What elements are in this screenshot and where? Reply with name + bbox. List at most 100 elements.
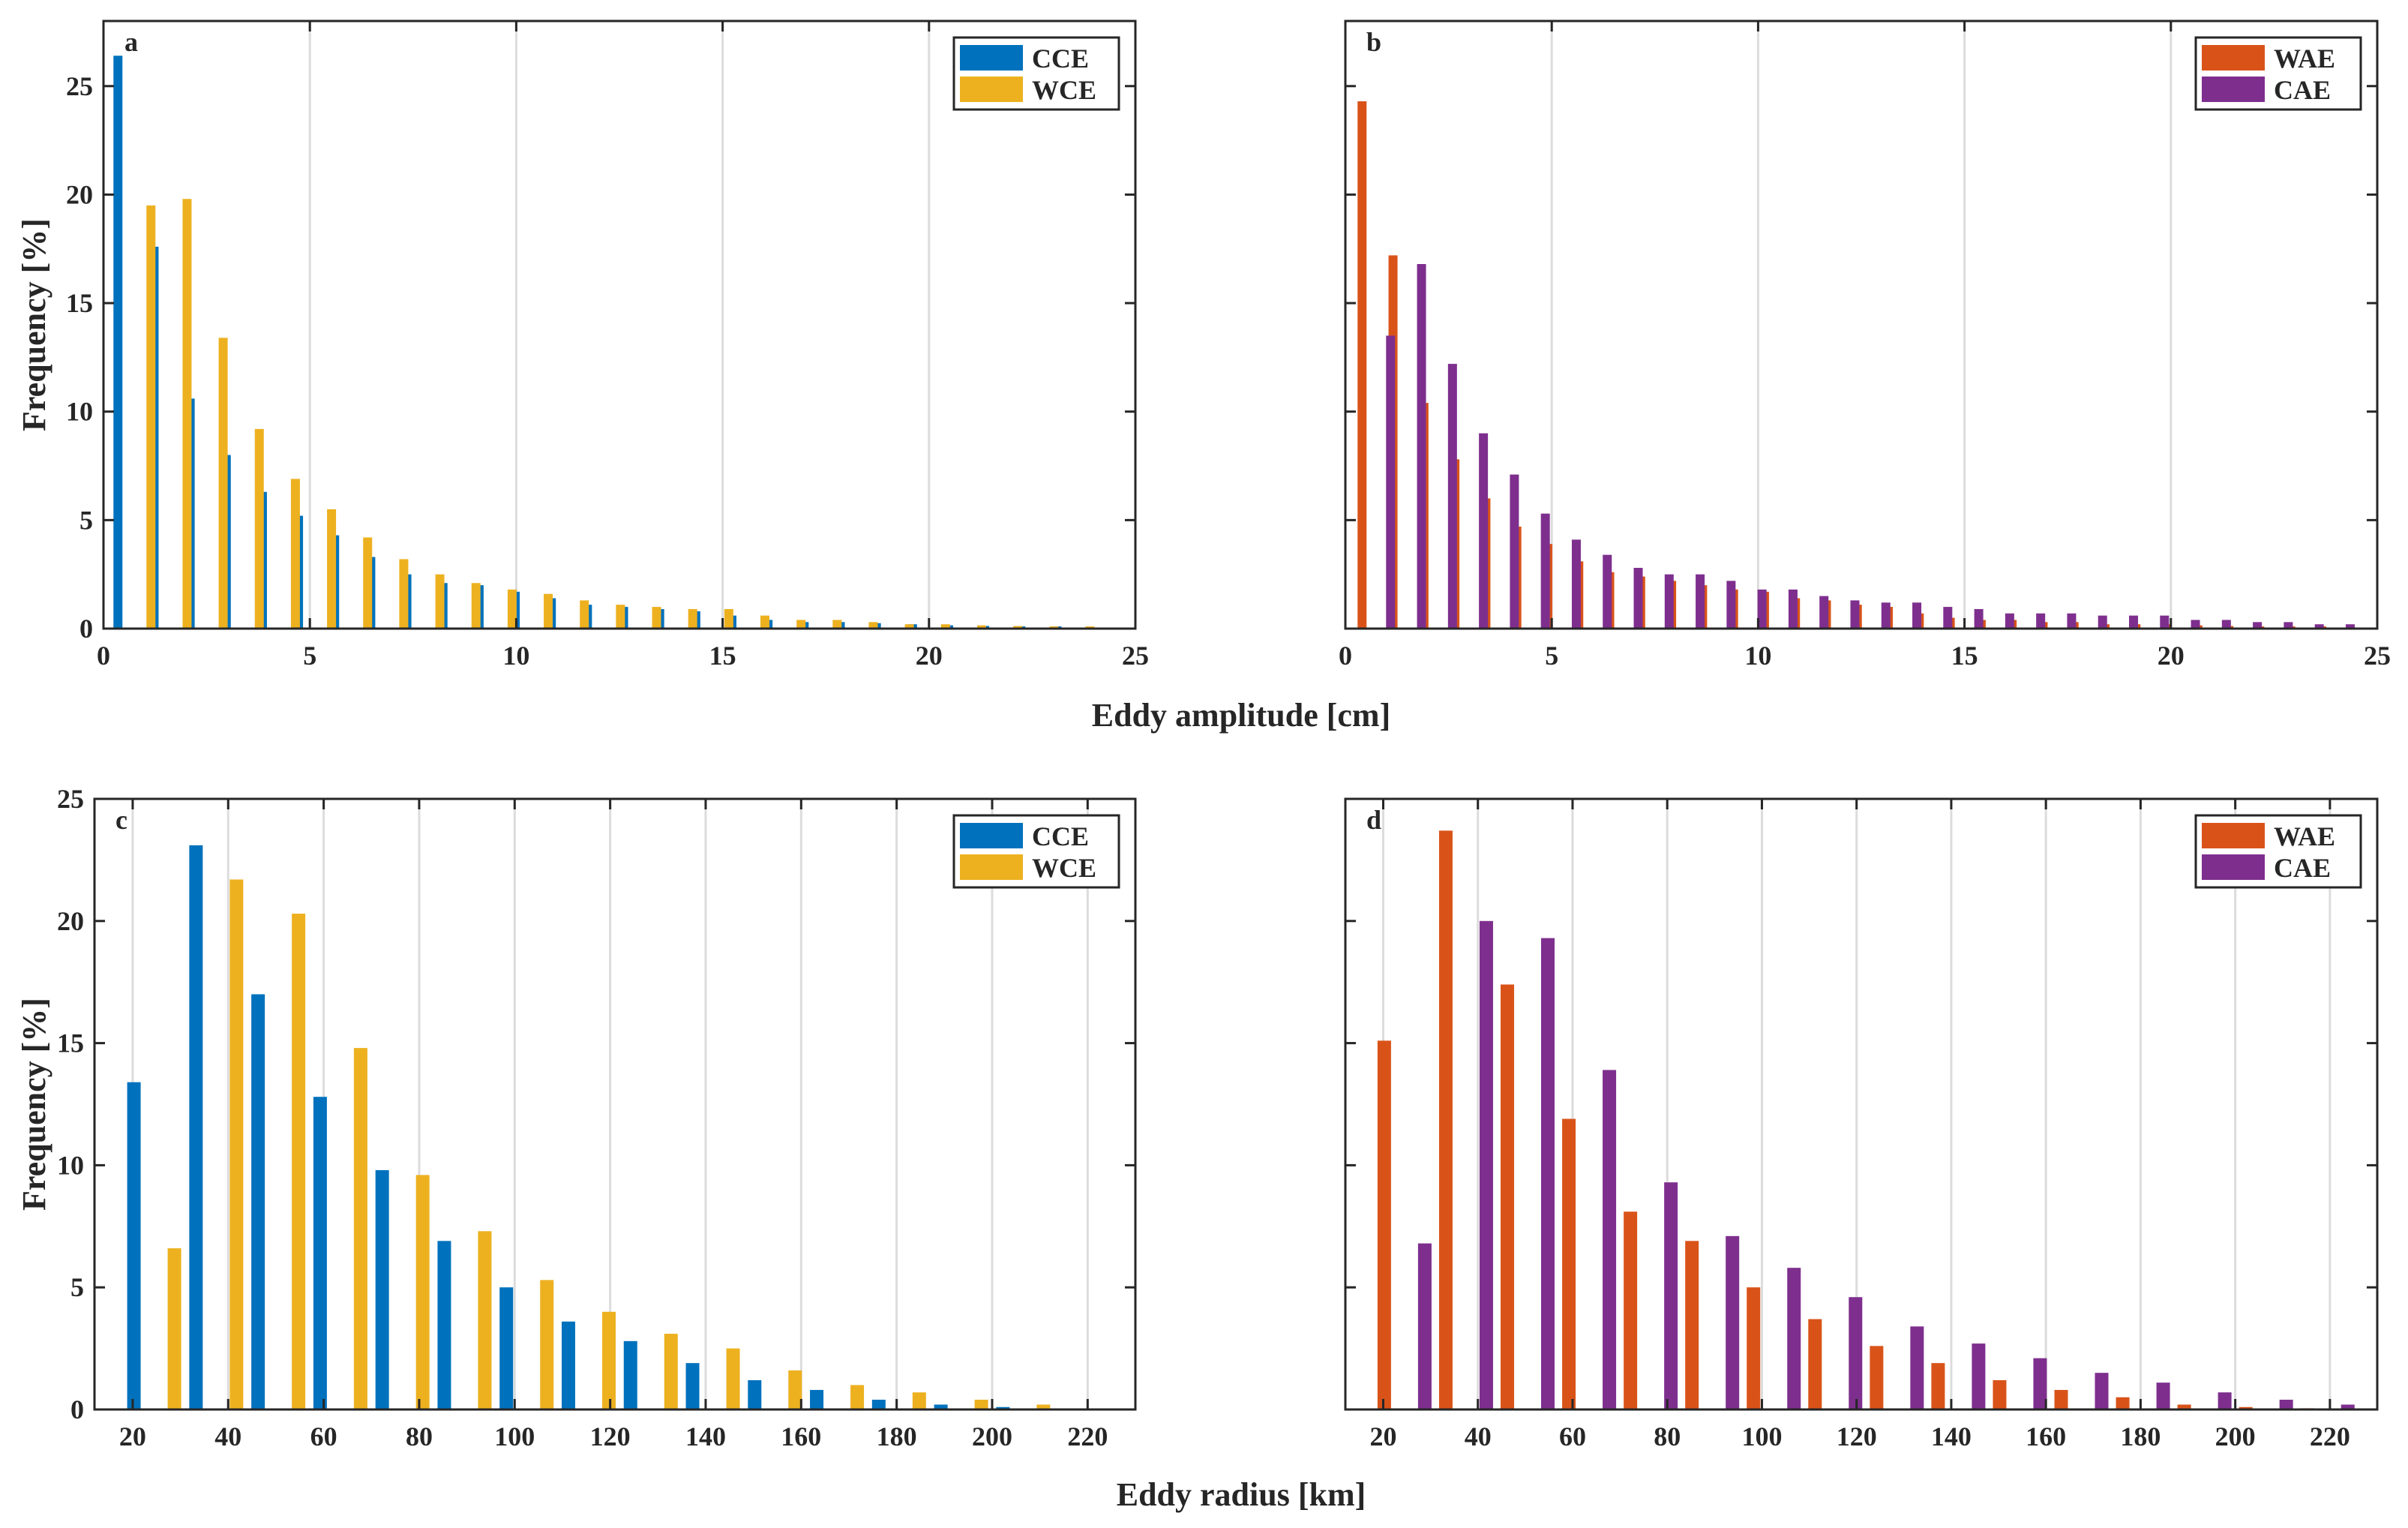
bar-cce <box>251 994 265 1409</box>
bar-cae <box>1386 335 1396 629</box>
bar-cae <box>2341 1404 2355 1409</box>
bar-cae <box>1479 920 1493 1409</box>
bar-cce <box>561 1321 575 1409</box>
bar-wce <box>724 608 733 629</box>
legend-swatch-cce <box>960 823 1023 848</box>
bar-cae <box>1972 1343 1986 1409</box>
legend-swatch-wce <box>960 854 1023 880</box>
bar-wce <box>652 607 661 629</box>
bar-wce <box>760 615 769 629</box>
bar-wae <box>2239 1406 2253 1409</box>
y-tick-label: 10 <box>66 397 93 427</box>
x-tick-label: 60 <box>1559 1421 1586 1451</box>
axes-box <box>102 20 1137 630</box>
bar-cce <box>113 56 123 629</box>
bar-wae <box>1438 830 1453 1409</box>
x-tick-label: 20 <box>1369 1421 1396 1451</box>
x-tick-label: 80 <box>406 1421 433 1451</box>
bar-cce <box>934 1404 948 1409</box>
bar-wce <box>1013 626 1023 629</box>
bar-cae <box>1850 600 1860 629</box>
bar-wce <box>788 1370 802 1409</box>
x-tick-label: 180 <box>877 1421 917 1451</box>
bar-cae <box>2279 1399 2293 1409</box>
bar-cae <box>2033 1358 2047 1409</box>
bar-cae <box>1664 574 1674 629</box>
y-tick-label: 20 <box>66 179 93 209</box>
bar-cce <box>375 1169 389 1409</box>
x-tick-label: 20 <box>2158 641 2185 671</box>
panel-letter: d <box>1366 805 1381 835</box>
bar-cae <box>1912 602 1922 629</box>
legend-swatch-wce <box>960 77 1023 102</box>
x-axis-label-top: Eddy amplitude [cm] <box>1092 697 1390 734</box>
bar-wae <box>1377 1040 1391 1409</box>
bar-cae <box>2036 613 2046 629</box>
x-tick-label: 140 <box>685 1421 726 1451</box>
bar-cae <box>2191 620 2200 629</box>
bar-wce <box>540 1280 554 1409</box>
bar-cce <box>685 1363 700 1409</box>
series-wce <box>146 199 1095 629</box>
y-tick-label: 5 <box>70 1272 84 1302</box>
bar-wce <box>664 1334 678 1409</box>
x-tick-label: 20 <box>119 1421 146 1451</box>
axes-box <box>93 797 1137 1411</box>
bar-wce <box>507 589 517 629</box>
bar-cce <box>499 1287 514 1409</box>
bar-wce <box>1036 1404 1051 1409</box>
legend-swatch-wae <box>2202 823 2265 848</box>
bar-cae <box>1571 539 1581 629</box>
bar-wce <box>167 1248 181 1409</box>
bar-cae <box>1726 1235 1740 1409</box>
series-wae <box>1377 830 2314 1409</box>
x-tick-label: 5 <box>303 641 316 671</box>
bar-wce <box>616 605 625 629</box>
x-tick-label: 160 <box>781 1421 821 1451</box>
x-tick-label: 80 <box>1654 1421 1681 1451</box>
bar-cae <box>1510 474 1519 629</box>
x-tick-label: 25 <box>2364 641 2391 671</box>
legend-swatch-cae <box>2202 854 2265 880</box>
bar-wae <box>1931 1363 1945 1409</box>
y-tick-label: 15 <box>66 288 93 318</box>
bar-wce <box>544 593 553 629</box>
bar-cae <box>2284 622 2293 629</box>
bar-wae <box>1624 1211 1638 1409</box>
panel-letter: b <box>1366 27 1381 57</box>
bar-wae <box>1747 1287 1761 1409</box>
bar-wce <box>974 1399 988 1409</box>
x-tick-label: 40 <box>214 1421 241 1451</box>
bar-wae <box>1685 1241 1699 1409</box>
bar-cae <box>1881 602 1891 629</box>
bar-cae <box>2253 622 2263 629</box>
bar-wae <box>2054 1389 2068 1409</box>
bar-wce <box>976 625 986 629</box>
y-tick-label: 20 <box>57 906 84 936</box>
x-tick-label: 180 <box>2120 1421 2161 1451</box>
y-tick-label: 25 <box>57 784 84 814</box>
bar-cae <box>1787 1268 1801 1409</box>
bar-wce <box>353 1048 367 1409</box>
bar-cae <box>2314 624 2324 629</box>
bar-wae <box>1501 984 1515 1409</box>
bar-wce <box>292 914 306 1409</box>
series-cae <box>1417 920 2355 1409</box>
bar-cae <box>1849 1297 1863 1409</box>
bar-wce <box>850 1385 865 1409</box>
bar-wae <box>1808 1319 1822 1409</box>
x-tick-label: 220 <box>2310 1421 2350 1451</box>
bar-wce <box>229 879 244 1409</box>
bar-cae <box>2156 1382 2170 1409</box>
bar-cce <box>623 1340 637 1409</box>
bar-wce <box>726 1348 740 1409</box>
bar-cae <box>1479 433 1489 629</box>
bar-wce <box>832 620 842 629</box>
bar-wce <box>254 428 264 629</box>
